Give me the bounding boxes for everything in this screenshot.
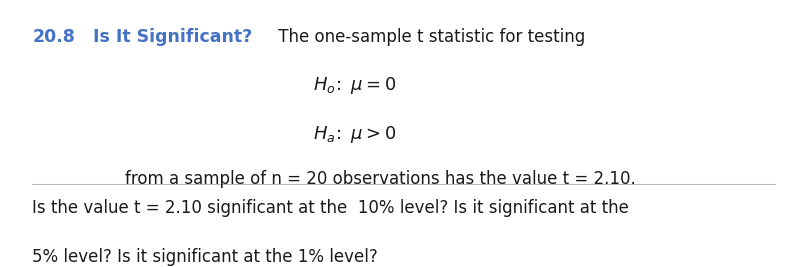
- Text: Is It Significant?: Is It Significant?: [93, 28, 252, 46]
- Text: $H_a\!\mathrm{:}\ \mu > 0$: $H_a\!\mathrm{:}\ \mu > 0$: [313, 124, 397, 145]
- Text: The one-sample t statistic for testing: The one-sample t statistic for testing: [273, 28, 585, 46]
- Text: $H_o\!\mathrm{:}\ \mu = 0$: $H_o\!\mathrm{:}\ \mu = 0$: [313, 75, 397, 96]
- Text: from a sample of n = 20 observations has the value t = 2.10.: from a sample of n = 20 observations has…: [125, 170, 636, 187]
- Text: Is the value t = 2.10 significant at the  10% level? Is it significant at the: Is the value t = 2.10 significant at the…: [32, 199, 629, 217]
- Text: 20.8: 20.8: [32, 28, 75, 46]
- Text: 5% level? Is it significant at the 1% level?: 5% level? Is it significant at the 1% le…: [32, 248, 378, 266]
